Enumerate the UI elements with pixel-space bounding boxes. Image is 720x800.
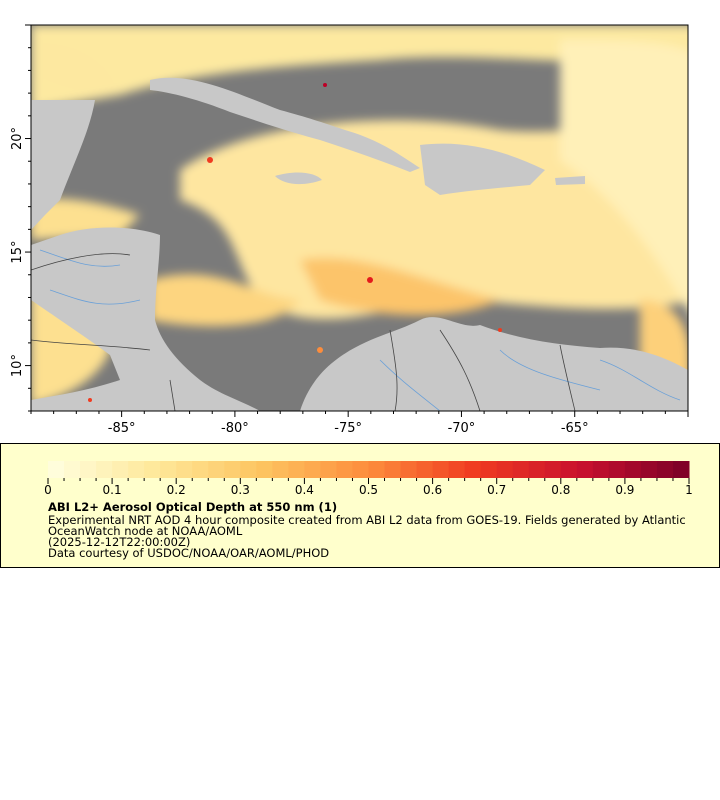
colorbar-segment <box>608 461 626 478</box>
puerto-rico <box>555 176 585 185</box>
colorbar-segment <box>224 461 241 478</box>
colorbar-tick-label: 0.2 <box>167 483 186 497</box>
colorbar-tick-label: 0.7 <box>487 483 506 497</box>
colorbar-segment <box>576 461 594 478</box>
y-tick-label: 20° <box>10 127 25 150</box>
colorbar-segment <box>320 461 337 478</box>
colorbar-segment <box>96 461 113 478</box>
colorbar-segment <box>288 461 305 478</box>
colorbar-segment <box>640 461 658 478</box>
colorbar-tick-label: 0 <box>44 483 52 497</box>
legend-description-line2: OceanWatch node at NOAA/AOML <box>48 524 243 538</box>
aod-map: -85° -80° -75° -70° -65° 20° 15° 10° <box>10 24 689 436</box>
axes: -85° -80° -75° -70° -65° 20° 15° 10° <box>10 24 689 436</box>
colorbar-segment <box>160 461 177 478</box>
colorbar-segment <box>304 461 321 478</box>
x-tick-label: -75° <box>334 421 362 436</box>
colorbar-tick-label: 0.3 <box>231 483 250 497</box>
colorbar-segment <box>176 461 193 478</box>
rivers <box>39 249 681 411</box>
colorbar-segment <box>624 461 642 478</box>
cuba <box>150 77 420 172</box>
colorbar-segment <box>400 461 418 478</box>
colorbar-segment <box>672 461 690 478</box>
colorbar-segment <box>432 461 450 478</box>
colorbar-segment <box>64 461 81 478</box>
y-tick-label: 10° <box>10 354 25 377</box>
colorbar-tick-label: 0.8 <box>551 483 570 497</box>
colorbar-segment <box>560 461 578 478</box>
aerosol-hotspots <box>88 83 502 402</box>
borders <box>31 253 576 411</box>
colorbar-segment <box>192 461 209 478</box>
x-tick-label: -80° <box>221 421 249 436</box>
colorbar-segment <box>128 461 145 478</box>
jamaica <box>275 172 322 185</box>
colorbar-tick-label: 1 <box>685 483 693 497</box>
colorbar-segment <box>80 461 97 478</box>
colorbar-segment <box>464 461 482 478</box>
colorbar-segment <box>496 461 514 478</box>
x-tick-label: -65° <box>561 421 589 436</box>
colorbar-segment <box>272 461 289 478</box>
x-tick-label: -85° <box>108 421 136 436</box>
colorbar-segment <box>144 461 161 478</box>
colorbar-segment <box>368 461 386 478</box>
colorbar-segment <box>528 461 546 478</box>
colorbar-tick-label: 0.9 <box>615 483 634 497</box>
legend-description-line1: Experimental NRT AOD 4 hour composite cr… <box>48 513 686 527</box>
colorbar-segment <box>416 461 434 478</box>
x-tick-label: -70° <box>448 421 476 436</box>
legend-title: ABI L2+ Aerosol Optical Depth at 550 nm … <box>48 500 338 514</box>
colorbar-tick-label: 0.5 <box>359 483 378 497</box>
colorbar-tick-label: 0.1 <box>103 483 122 497</box>
colorbar-segment <box>592 461 610 478</box>
hispaniola <box>420 143 545 195</box>
colorbar-segment <box>512 461 530 478</box>
colorbar-segment <box>544 461 562 478</box>
colorbar-segment <box>480 461 498 478</box>
colorbar-segment <box>208 461 225 478</box>
colorbar-segment <box>112 461 129 478</box>
legend-time: (2025-12-12T22:00:00Z) <box>48 535 191 549</box>
colorbar-segment <box>336 461 353 478</box>
colorbar-tick-label: 0.6 <box>423 483 442 497</box>
legend-panel: 0 0.1 0.2 0.3 0.4 0.5 0.6 0.7 0.8 0.9 1 ABI L2+ Ae… <box>0 443 720 568</box>
central-america <box>31 227 260 411</box>
yucatan <box>31 100 95 230</box>
y-tick-label: 15° <box>10 241 25 264</box>
colorbar-segment <box>656 461 674 478</box>
map-frame <box>30 24 689 412</box>
colorbar-segment <box>384 461 402 478</box>
colorbar-tick-label: 0.4 <box>295 483 314 497</box>
colorbar-segment <box>240 461 257 478</box>
legend-credit: Data courtesy of USDOC/NOAA/OAR/AOML/PHO… <box>48 546 330 560</box>
colorbar: 0 0.1 0.2 0.3 0.4 0.5 0.6 0.7 0.8 0.9 1 <box>44 461 693 497</box>
colorbar-segment <box>448 461 466 478</box>
colorbar-segment <box>48 461 65 478</box>
colorbar-segment <box>352 461 369 478</box>
colorbar-segment <box>256 461 273 478</box>
